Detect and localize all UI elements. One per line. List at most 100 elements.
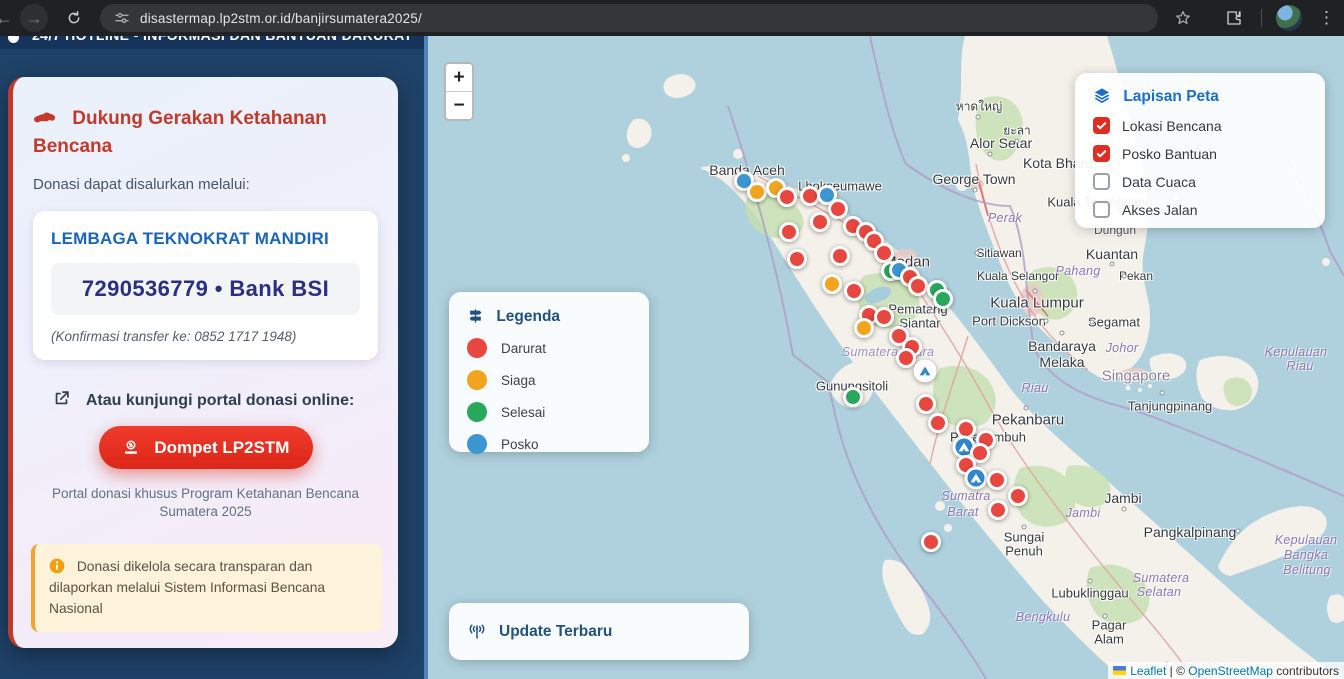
marker-darurat[interactable] xyxy=(874,307,894,327)
marker-selesai[interactable] xyxy=(933,289,953,309)
city-dot xyxy=(1022,525,1027,530)
marker-darurat[interactable] xyxy=(928,413,948,433)
marker-darurat[interactable] xyxy=(810,212,830,232)
layer-row: Akses Jalan xyxy=(1093,201,1307,218)
update-panel[interactable]: Update Terbaru xyxy=(449,603,749,660)
zoom-in-button[interactable]: + xyxy=(446,64,472,92)
news-ticker: 24/7 HOTLINE - INFORMASI DAN BANTUAN DAR… xyxy=(0,36,424,49)
donation-title: Dukung Gerakan Ketahanan Bencana xyxy=(13,77,398,160)
marker-darurat[interactable] xyxy=(787,249,807,269)
province-label: Perak xyxy=(988,211,1022,225)
address-bar[interactable]: disastermap.lp2stm.or.id/banjirsumatera2… xyxy=(100,4,1158,32)
marker-siaga[interactable] xyxy=(854,318,874,338)
layers-icon xyxy=(1093,87,1111,104)
marker-darurat[interactable] xyxy=(987,470,1007,490)
city-label: หาดใหญ่ xyxy=(956,98,1002,117)
layer-label: Akses Jalan xyxy=(1122,202,1197,218)
extensions-icon[interactable] xyxy=(1225,9,1243,27)
city-dot xyxy=(973,188,978,193)
city-label: Segamat xyxy=(1088,315,1140,330)
checkbox-data-cuaca[interactable] xyxy=(1093,173,1110,190)
checkbox-lokasi-bencana[interactable] xyxy=(1093,117,1110,134)
legend-swatch-selesai xyxy=(467,402,487,422)
sidebar-scrollbar[interactable] xyxy=(424,36,428,679)
city-label: Alam xyxy=(1094,632,1124,647)
transparency-notice: Donasi dikelola secara transparan dan di… xyxy=(31,544,382,632)
marker-posko_tent_blue[interactable] xyxy=(965,467,988,490)
forward-button[interactable]: → xyxy=(20,4,48,32)
zoom-control: + − xyxy=(444,62,474,121)
ticker-icon xyxy=(8,36,19,43)
province-label: Selatan xyxy=(1137,585,1182,599)
city-label: George Town xyxy=(932,171,1015,187)
marker-darurat[interactable] xyxy=(896,348,916,368)
city-label: Sitiawan xyxy=(976,246,1021,260)
marker-darurat[interactable] xyxy=(916,394,936,414)
dompet-lp2stm-button[interactable]: Dompet LP2STM xyxy=(99,426,313,469)
legend-swatch-posko xyxy=(467,434,487,454)
leaflet-link[interactable]: Leaflet xyxy=(1130,664,1166,678)
handshake-icon xyxy=(33,106,57,128)
province-label: Kepulauan xyxy=(1265,345,1327,359)
legend-item: Selesai xyxy=(467,402,631,422)
info-icon xyxy=(49,558,65,574)
city-dot xyxy=(1088,579,1093,584)
reload-button[interactable] xyxy=(60,4,88,32)
marker-darurat[interactable] xyxy=(777,187,797,207)
province-label: Bangka xyxy=(1284,548,1328,562)
url-text: disastermap.lp2stm.or.id/banjirsumatera2… xyxy=(140,11,422,26)
ukraine-flag-icon xyxy=(1113,666,1126,675)
marker-darurat[interactable] xyxy=(1008,486,1028,506)
reload-icon xyxy=(66,10,82,26)
map-canvas[interactable]: Banda AcehLhokseumaweMedanPematangSianta… xyxy=(428,36,1344,679)
province-label: Barat xyxy=(947,505,978,519)
marker-darurat[interactable] xyxy=(874,243,894,263)
tent-icon xyxy=(919,365,932,378)
province-label: Pahang xyxy=(1056,264,1101,278)
profile-avatar[interactable] xyxy=(1276,5,1302,31)
checkbox-akses-jalan[interactable] xyxy=(1093,201,1110,218)
toolbar-divider xyxy=(1261,9,1262,27)
layer-row: Data Cuaca xyxy=(1093,173,1307,190)
city-dot xyxy=(1090,320,1095,325)
city-label: Port Dickson xyxy=(972,314,1046,329)
zoom-out-button[interactable]: − xyxy=(446,92,472,120)
broadcast-tower-icon xyxy=(467,623,487,641)
province-label: Riau xyxy=(1022,381,1049,395)
city-dot xyxy=(1044,319,1049,324)
marker-darurat[interactable] xyxy=(988,500,1008,520)
city-label: Pangkalpinang xyxy=(1144,524,1237,540)
ticker-text: 24/7 HOTLINE - INFORMASI DAN BANTUAN DAR… xyxy=(32,36,413,43)
city-label: Jambi xyxy=(1104,490,1141,506)
legend-item: Siaga xyxy=(467,370,631,390)
marker-siaga[interactable] xyxy=(822,274,842,294)
marker-siaga[interactable] xyxy=(747,182,767,202)
back-button[interactable]: ← xyxy=(0,4,18,32)
city-dot xyxy=(1122,507,1127,512)
marker-posko_tent_white[interactable] xyxy=(914,360,937,383)
marker-darurat[interactable] xyxy=(830,246,850,266)
osm-link[interactable]: OpenStreetMap xyxy=(1188,664,1273,678)
bank-organization: LEMBAGA TEKNOKRAT MANDIRI xyxy=(51,229,360,249)
transfer-confirm-note: (Konfirmasi transfer ke: 0852 1717 1948) xyxy=(51,329,360,344)
layer-label: Posko Bantuan xyxy=(1122,146,1217,162)
province-label: Jambi xyxy=(1066,506,1101,520)
city-label: Pagar xyxy=(1092,618,1127,633)
marker-selesai[interactable] xyxy=(843,387,863,407)
check-icon xyxy=(1096,148,1107,159)
marker-darurat[interactable] xyxy=(921,532,941,552)
marker-darurat[interactable] xyxy=(828,199,848,219)
marker-darurat[interactable] xyxy=(844,281,864,301)
city-label: Kuantan xyxy=(1086,246,1138,262)
layer-label: Lokasi Bencana xyxy=(1122,118,1222,134)
marker-darurat[interactable] xyxy=(779,222,799,242)
donation-subtitle: Donasi dapat disalurkan melalui: xyxy=(13,160,398,193)
layer-label: Data Cuaca xyxy=(1122,174,1196,190)
checkbox-posko-bantuan[interactable] xyxy=(1093,145,1110,162)
city-dot xyxy=(1103,614,1108,619)
city-dot xyxy=(1033,289,1038,294)
bookmark-star-icon[interactable] xyxy=(1174,9,1192,27)
layers-title: Lapisan Peta xyxy=(1093,87,1307,106)
menu-kebab-icon[interactable]: ⋮ xyxy=(1318,5,1335,31)
marker-darurat[interactable] xyxy=(908,276,928,296)
